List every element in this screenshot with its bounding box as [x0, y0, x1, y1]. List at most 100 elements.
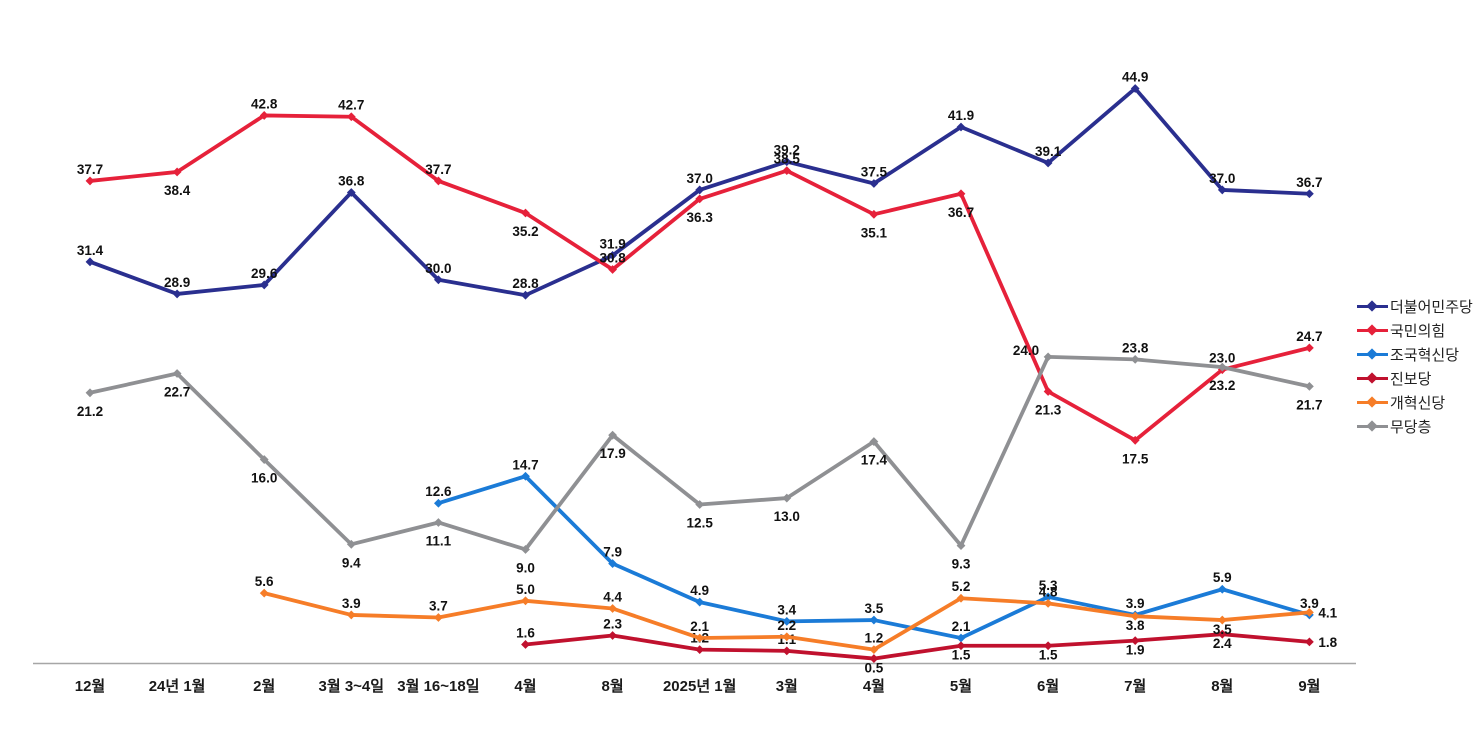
data-point-marker-rebuilding-korea: [956, 633, 966, 643]
data-label-minjoo: 44.9: [1122, 69, 1148, 84]
data-point-marker-minjoo: [956, 122, 966, 132]
data-label-reform: 3.7: [429, 598, 448, 613]
data-point-marker-ppp: [346, 112, 356, 122]
x-axis-label: 8월: [1211, 678, 1233, 695]
data-label-minjoo: 31.4: [77, 243, 104, 258]
data-label-rebuilding-korea: 3.4: [777, 602, 796, 617]
data-label-ppp: 36.3: [687, 210, 714, 225]
data-point-marker-independents: [85, 388, 95, 398]
data-label-independents: 21.7: [1296, 397, 1322, 412]
data-point-marker-rebuilding-korea: [521, 471, 530, 481]
data-label-jinbo: 1.9: [1126, 643, 1145, 658]
data-label-independents: 13.0: [774, 509, 800, 524]
data-label-minjoo: 39.2: [774, 143, 800, 158]
data-label-independents: 23.8: [1122, 340, 1149, 355]
data-label-minjoo: 30.0: [425, 261, 451, 276]
x-axis-label: 3월 16~18일: [397, 678, 479, 695]
legend-line-marker-icon: [1357, 299, 1388, 312]
data-point-marker-ppp: [521, 208, 530, 218]
data-point-marker-reform: [434, 613, 443, 622]
data-label-reform: 4.1: [1318, 605, 1337, 620]
data-label-independents: 11.1: [426, 533, 452, 548]
data-point-marker-reform: [521, 596, 530, 606]
data-label-reform: 2.1: [690, 619, 709, 634]
data-label-reform: 3.8: [1126, 618, 1145, 633]
data-label-minjoo: 37.0: [1209, 171, 1235, 186]
data-label-jinbo: 1.6: [516, 625, 535, 640]
data-label-independents: 22.7: [164, 385, 190, 400]
data-point-marker-jinbo: [1305, 637, 1314, 647]
data-label-reform: 1.2: [865, 631, 884, 646]
data-point-marker-ppp: [608, 265, 617, 274]
data-label-jinbo: 0.5: [865, 661, 884, 676]
data-point-marker-jinbo: [1217, 629, 1227, 639]
data-point-marker-minjoo: [608, 251, 617, 260]
data-point-marker-ppp: [259, 111, 269, 120]
data-point-marker-rebuilding-korea: [1043, 592, 1053, 602]
legend-label: 개혁신당: [1390, 394, 1446, 412]
data-label-ppp: 38.5: [774, 152, 801, 167]
data-label-reform: 5.6: [255, 574, 274, 589]
legend-label: 조국혁신당: [1390, 346, 1460, 364]
data-label-reform: 5.0: [516, 582, 535, 597]
data-label-independents: 17.4: [861, 453, 888, 468]
data-point-marker-jinbo: [608, 631, 617, 640]
legend-line-marker-icon: [1357, 347, 1388, 360]
data-point-marker-independents: [1217, 362, 1227, 372]
data-label-jinbo: 1.5: [952, 648, 971, 663]
data-point-marker-rebuilding-korea: [782, 616, 792, 626]
data-point-marker-reform: [1305, 607, 1314, 617]
data-label-minjoo: 31.9: [599, 236, 625, 251]
data-point-marker-ppp: [695, 194, 705, 204]
data-label-minjoo: 28.8: [512, 276, 539, 291]
data-label-independents: 24.0: [1013, 343, 1039, 358]
data-label-independents: 23.2: [1209, 378, 1235, 393]
data-label-independents: 16.0: [251, 471, 277, 486]
legend-item-reform: 개혁신당: [1357, 390, 1473, 414]
data-label-ppp: 23.0: [1209, 351, 1235, 366]
legend-item-independents: 무당층: [1357, 414, 1473, 438]
diamond-marker-icon: [1366, 395, 1378, 408]
data-point-marker-jinbo: [782, 646, 792, 656]
diamond-marker-icon: [1366, 419, 1378, 432]
data-label-rebuilding-korea: 3.9: [1300, 596, 1319, 611]
data-label-minjoo: 41.9: [948, 108, 974, 123]
legend-item-rebuilding-korea: 조국혁신당: [1357, 342, 1473, 366]
data-label-minjoo: 28.9: [164, 275, 190, 290]
data-label-ppp: 35.1: [861, 225, 888, 240]
legend-item-minjoo: 더불어민주당: [1357, 294, 1473, 318]
data-point-marker-reform: [1130, 611, 1140, 621]
data-label-independents: 9.4: [342, 555, 361, 570]
legend-line-marker-icon: [1357, 419, 1388, 432]
x-axis-label: 4월: [514, 678, 536, 695]
data-point-marker-ppp: [869, 209, 879, 219]
data-label-jinbo: 1.5: [1039, 648, 1058, 663]
data-point-marker-ppp: [782, 166, 792, 176]
legend: 더불어민주당 국민의힘 조국혁신당 진보당 개혁신당 무당층: [1357, 294, 1473, 438]
data-point-marker-minjoo: [172, 289, 182, 299]
data-point-marker-rebuilding-korea: [869, 615, 879, 625]
data-point-marker-independents: [1305, 381, 1314, 391]
data-point-marker-independents: [434, 518, 443, 527]
data-point-marker-independents: [695, 500, 705, 509]
data-label-rebuilding-korea: 4.9: [690, 583, 709, 598]
data-point-marker-minjoo: [521, 290, 530, 300]
data-label-rebuilding-korea: 5.3: [1039, 578, 1058, 593]
data-label-independents: 9.3: [952, 557, 971, 572]
x-axis-label: 2025년 1월: [663, 678, 736, 695]
data-label-rebuilding-korea: 5.9: [1213, 570, 1232, 585]
x-axis-label: 9월: [1298, 678, 1320, 695]
data-point-marker-minjoo: [259, 280, 269, 290]
data-point-marker-reform: [346, 610, 356, 620]
data-point-marker-minjoo: [782, 157, 792, 167]
data-point-marker-reform: [695, 633, 705, 643]
data-point-marker-minjoo: [1217, 185, 1227, 195]
legend-label: 국민의힘: [1390, 322, 1446, 340]
data-point-marker-ppp: [956, 189, 966, 199]
data-label-reform: 5.2: [952, 579, 971, 594]
x-axis-label: 5월: [950, 678, 972, 695]
data-point-marker-independents: [1043, 352, 1053, 362]
legend-label: 더불어민주당: [1390, 298, 1473, 316]
data-point-marker-independents: [782, 493, 792, 503]
data-label-minjoo: 36.7: [1296, 175, 1322, 190]
